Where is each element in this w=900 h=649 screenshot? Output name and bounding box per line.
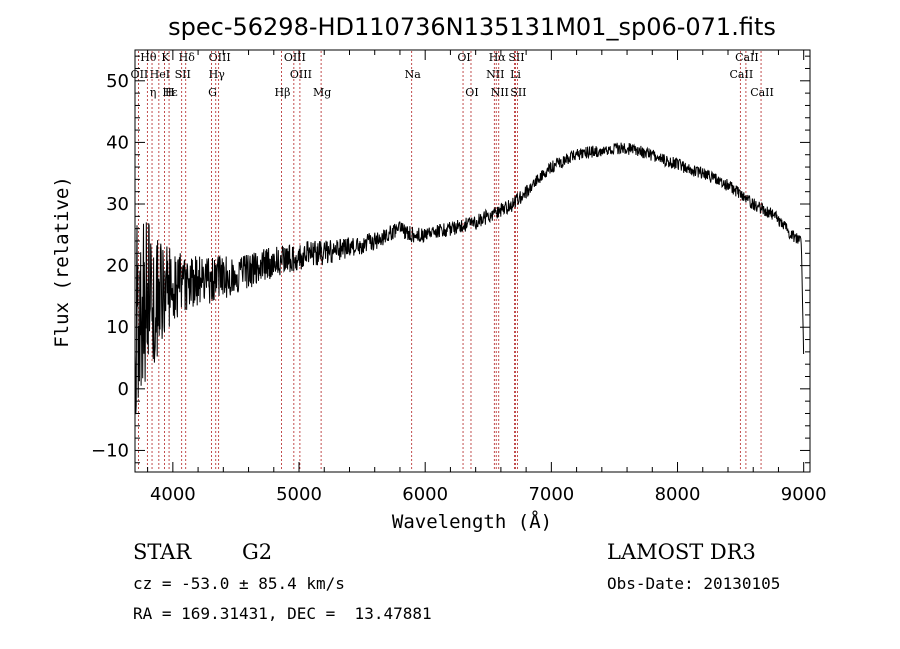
marker-label: SII [175, 68, 191, 81]
marker-label: OIII [290, 68, 312, 81]
y-tick-label: 0 [118, 379, 129, 400]
x-tick-label: 8000 [655, 484, 701, 505]
y-tick-label: 40 [106, 132, 129, 153]
x-tick-label: 4000 [150, 484, 196, 505]
object-subclass: G2 [242, 540, 273, 564]
marker-label: OI [465, 86, 478, 99]
marker-label: Hγ [209, 68, 226, 81]
y-tick-label: 50 [106, 71, 129, 92]
marker-label: Hβ [275, 86, 291, 99]
marker-label: OI [457, 51, 470, 64]
x-tick-label: 6000 [402, 484, 448, 505]
y-axis-label: Flux (relative) [51, 176, 73, 348]
marker-label: K [161, 51, 170, 64]
marker-label: η [150, 86, 157, 99]
y-axis: −10 0 10 20 30 40 50 [91, 55, 810, 464]
x-tick-label: 5000 [276, 484, 322, 505]
x-axis: 4000 5000 6000 7000 8000 9000 [147, 50, 827, 505]
obs-date: Obs-Date: 20130105 [607, 574, 781, 593]
y-tick-label: −10 [91, 440, 129, 461]
marker-label: OIII [209, 51, 231, 64]
marker-label: Na [405, 68, 422, 81]
coordinates: RA = 169.31431, DEC = 13.47881 [133, 604, 432, 623]
chart-title: spec-56298-HD110736N135131M01_sp06-071.f… [168, 13, 776, 41]
y-tick-label: 30 [106, 194, 129, 215]
marker-label: G [208, 86, 217, 99]
object-type: STAR [133, 540, 192, 564]
marker-label: NII [486, 68, 504, 81]
marker-label: Mg [313, 86, 331, 99]
marker-label: Hε [162, 86, 178, 99]
marker-label: CaII [735, 51, 759, 64]
marker-label: SII [510, 86, 526, 99]
marker-label: OIII [284, 51, 306, 64]
y-tick-label: 20 [106, 256, 129, 277]
marker-label: Li [510, 68, 521, 81]
marker-label: SII [508, 51, 524, 64]
marker-label: NII [491, 86, 509, 99]
y-tick-label: 10 [106, 317, 129, 338]
marker-label: HeI [150, 68, 170, 81]
flux-series-line [134, 142, 805, 415]
marker-label: Hθ [140, 51, 157, 64]
marker-label: H [165, 86, 175, 99]
redshift-value: cz = -53.0 ± 85.4 km/s [133, 574, 345, 593]
x-axis-label: Wavelength (Å) [392, 510, 552, 533]
survey-name: LAMOST DR3 [607, 540, 756, 564]
marker-label: CaII [730, 68, 754, 81]
marker-label: Hα [489, 51, 507, 64]
plot-frame [134, 49, 811, 473]
x-tick-label: 9000 [781, 484, 827, 505]
marker-label: Hδ [179, 51, 196, 64]
marker-label: OII [131, 68, 149, 81]
x-tick-label: 7000 [528, 484, 574, 505]
marker-label: CaII [750, 86, 774, 99]
